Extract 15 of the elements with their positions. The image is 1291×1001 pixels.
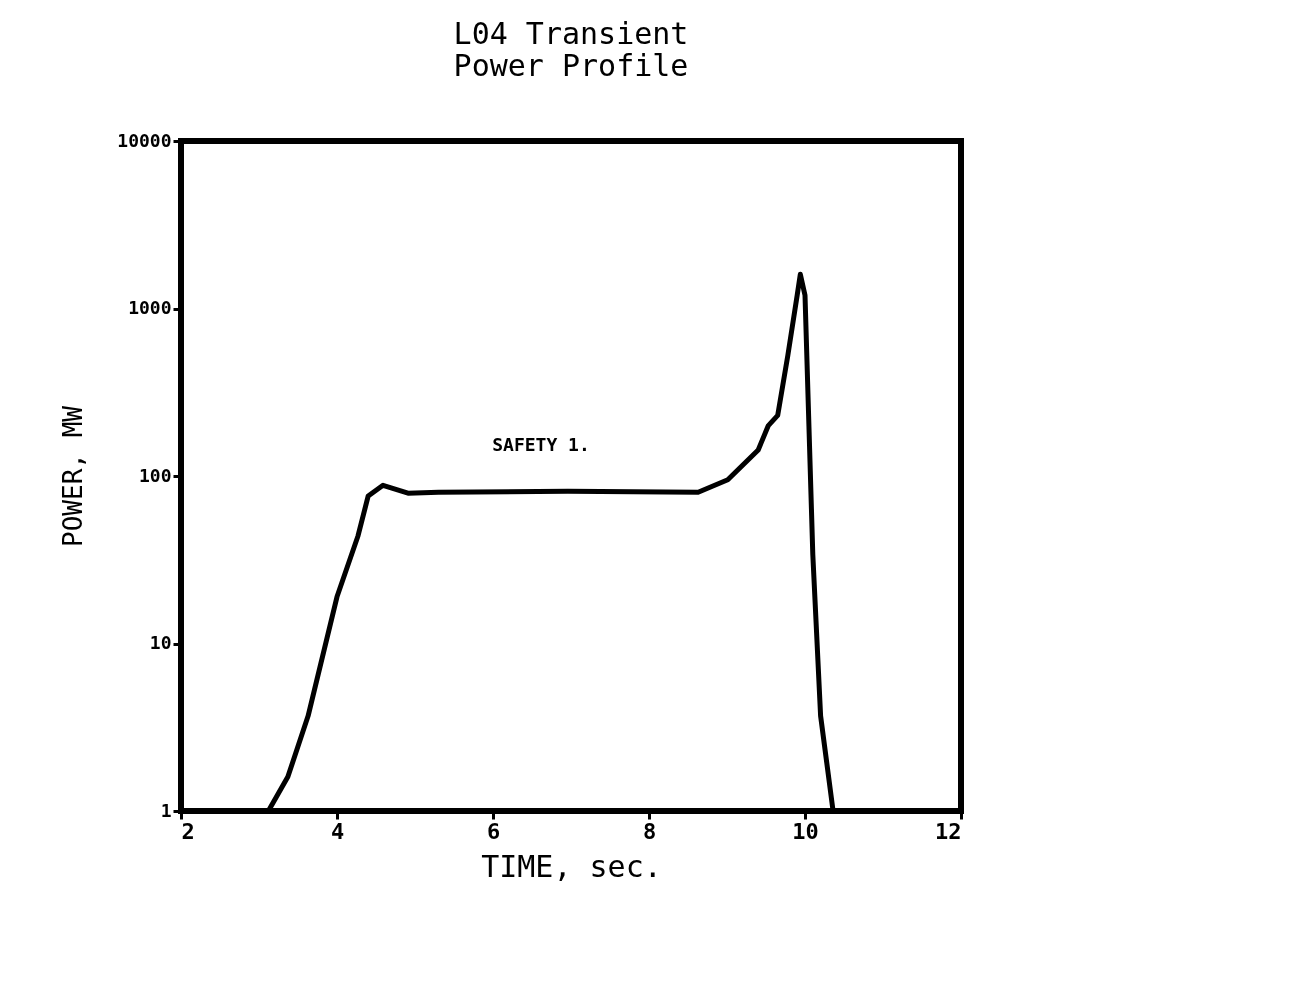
- x-tick-label: 4: [330, 818, 345, 844]
- y-axis-title: POWER, MW: [58, 405, 89, 547]
- x-tick-label: 12: [935, 818, 962, 844]
- x-tick-label: 6: [486, 818, 501, 844]
- x-tick-label: 8: [642, 818, 657, 844]
- y-tick-label: 10000: [117, 129, 172, 151]
- y-tick-label: 1: [160, 799, 172, 821]
- x-tick-label: 10: [792, 818, 819, 844]
- x-tick-label: 2: [181, 818, 195, 844]
- y-tick-label: 10: [149, 632, 172, 653]
- y-tick-label: 100: [138, 464, 172, 486]
- annotation: SAFETY 1.: [492, 434, 590, 455]
- chart-title: L04 Transient Power Profile: [453, 16, 689, 83]
- x-axis-title: TIME, sec.: [481, 848, 662, 884]
- y-tick-label: 1000: [128, 297, 172, 318]
